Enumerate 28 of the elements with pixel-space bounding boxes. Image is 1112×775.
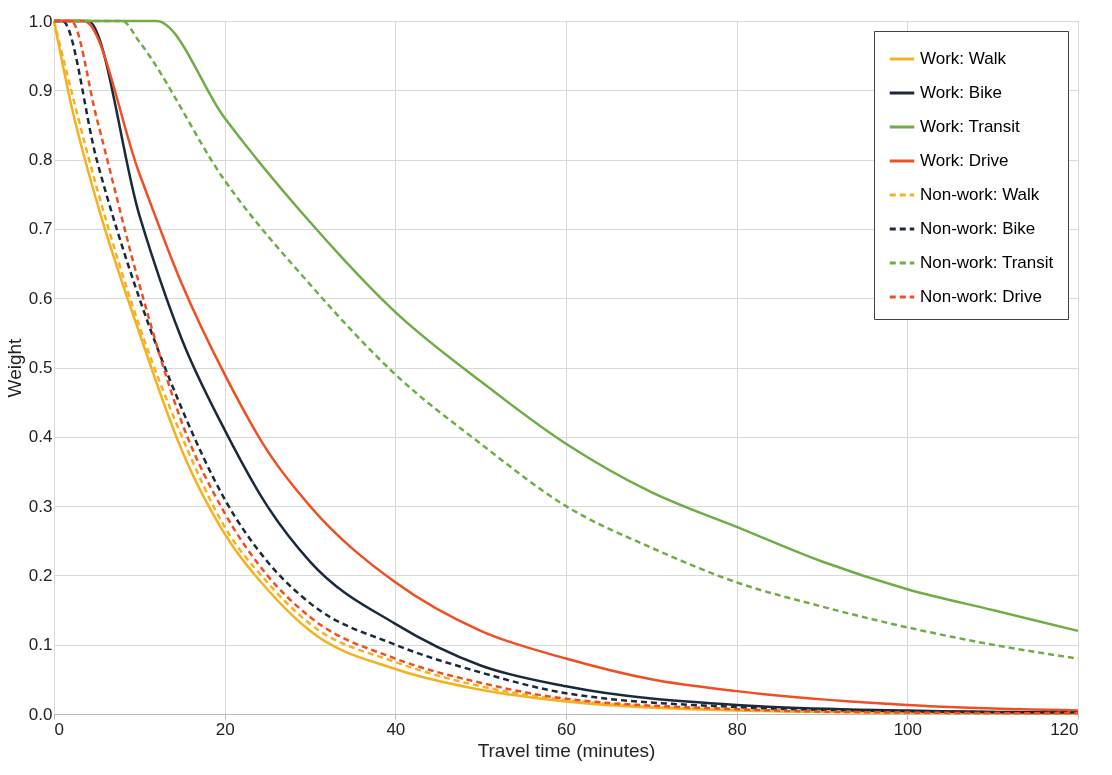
y-tick-label: 0.0: [28, 704, 53, 724]
y-tick-label: 0.6: [28, 288, 53, 308]
y-axis-title: Weight: [3, 337, 25, 398]
x-tick-label: 0: [54, 719, 64, 739]
legend-label: Non-work: Drive: [920, 287, 1042, 306]
legend-label: Non-work: Transit: [920, 253, 1054, 272]
y-tick-label: 0.4: [28, 427, 53, 447]
x-tick-label: 80: [727, 719, 747, 739]
y-tick-label: 0.2: [28, 565, 53, 585]
y-tick-label: 0.1: [28, 635, 53, 655]
y-tick-label: 0.7: [28, 219, 53, 239]
legend-label: Non-work: Walk: [920, 185, 1040, 204]
legend-label: Work: Bike: [920, 83, 1002, 102]
x-tick-label: 120: [1050, 719, 1079, 739]
legend-label: Work: Drive: [920, 151, 1009, 170]
y-tick-label: 1.0: [28, 11, 53, 31]
legend-label: Non-work: Bike: [920, 219, 1036, 238]
x-tick-label: 40: [386, 719, 406, 739]
y-tick-label: 0.8: [28, 150, 53, 170]
legend-label: Work: Walk: [920, 49, 1007, 68]
x-tick-label: 100: [893, 719, 923, 739]
y-tick-label: 0.3: [28, 496, 53, 516]
y-tick-label: 0.9: [28, 80, 53, 100]
x-tick-label: 60: [557, 719, 576, 739]
y-tick-label: 0.5: [28, 358, 53, 377]
legend-label: Work: Transit: [920, 117, 1021, 136]
x-tick-label: 20: [215, 719, 235, 739]
x-axis-title: Travel time (minutes): [477, 739, 656, 761]
